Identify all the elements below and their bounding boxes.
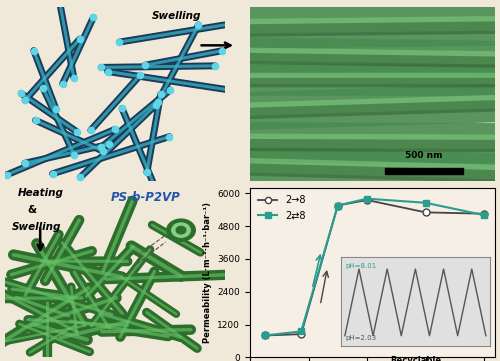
Legend: 2→8, 2⇄8: 2→8, 2⇄8: [255, 192, 308, 223]
Text: 500 nm: 500 nm: [405, 151, 442, 160]
Bar: [385, 168, 463, 174]
Text: PS-b-P2VP: PS-b-P2VP: [111, 191, 180, 204]
Y-axis label: Permeability (L·m⁻²·h⁻¹·bar⁻¹): Permeability (L·m⁻²·h⁻¹·bar⁻¹): [202, 202, 211, 343]
Circle shape: [172, 223, 190, 237]
Text: &: &: [27, 205, 36, 215]
Circle shape: [166, 219, 196, 241]
Text: Swelling: Swelling: [152, 11, 202, 21]
Text: Swelling: Swelling: [12, 222, 61, 232]
Circle shape: [176, 226, 186, 234]
Text: Heating: Heating: [18, 188, 64, 198]
